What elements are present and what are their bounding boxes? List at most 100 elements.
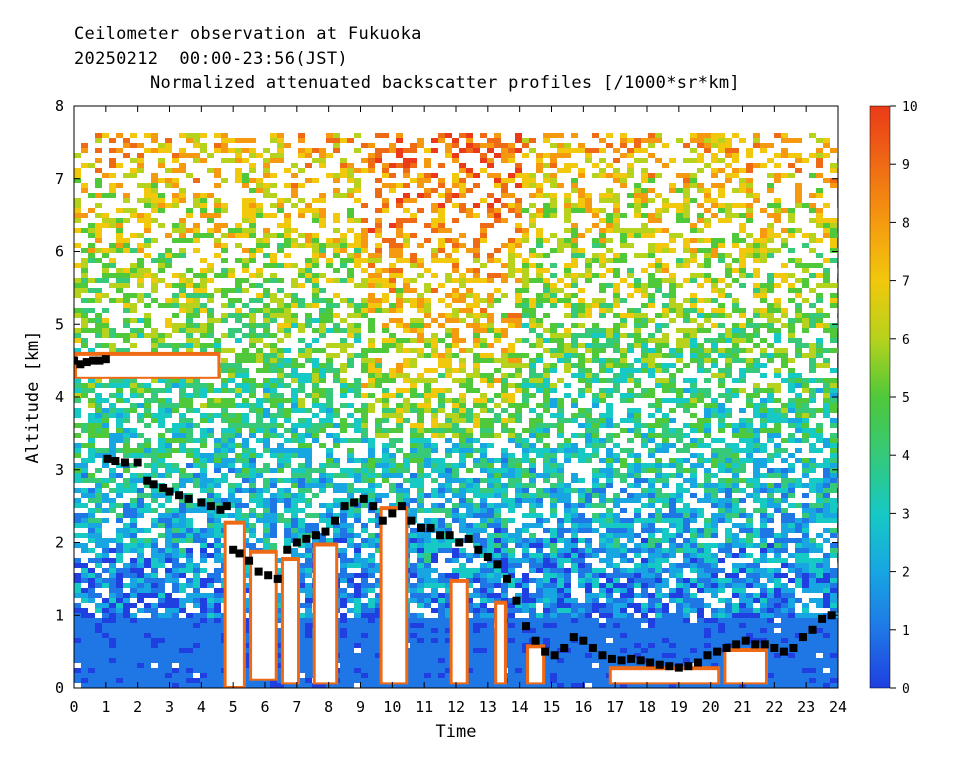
heat-cell <box>305 548 312 553</box>
heat-cell <box>578 563 585 568</box>
heat-cell <box>410 428 417 433</box>
heat-cell <box>466 508 473 513</box>
heat-cell <box>690 473 697 478</box>
heat-cell <box>214 678 221 683</box>
heat-cell <box>550 503 557 508</box>
heat-cell <box>802 518 809 523</box>
heat-cell <box>123 468 130 473</box>
heat-cell <box>739 553 746 558</box>
heat-cell <box>312 433 319 438</box>
heat-cell <box>81 428 88 433</box>
heat-cell <box>739 613 746 618</box>
heat-cell <box>809 563 816 568</box>
heat-cell <box>116 628 123 633</box>
heat-cell <box>508 453 515 458</box>
heat-cell <box>207 573 214 578</box>
heat-cell <box>557 533 564 538</box>
heat-cell <box>375 563 382 568</box>
heat-cell <box>158 493 165 498</box>
heat-cell <box>781 658 788 663</box>
heat-cell <box>641 613 648 618</box>
heat-cell <box>662 628 669 633</box>
heat-cell <box>788 518 795 523</box>
heat-cell <box>830 513 837 518</box>
heat-cell <box>613 518 620 523</box>
heat-cell <box>291 523 298 528</box>
heat-cell <box>305 423 312 428</box>
heat-cell <box>795 503 802 508</box>
heat-cell <box>228 503 235 508</box>
heat-cell <box>641 648 648 653</box>
heat-cell <box>207 498 214 503</box>
heat-cell <box>361 573 368 578</box>
heat-cell <box>340 568 347 573</box>
heat-cell <box>578 413 585 418</box>
heat-cell <box>417 448 424 453</box>
heat-cell <box>578 668 585 673</box>
heat-cell <box>207 478 214 483</box>
heat-cell <box>592 683 599 688</box>
heat-cell <box>753 623 760 628</box>
heat-cell <box>592 638 599 643</box>
heat-cell <box>284 543 291 548</box>
heat-cell <box>697 553 704 558</box>
heat-cell <box>354 618 361 623</box>
heat-cell <box>557 403 564 408</box>
heat-cell <box>298 553 305 558</box>
heat-cell <box>760 538 767 543</box>
heat-cell <box>151 583 158 588</box>
heat-cell <box>179 563 186 568</box>
heat-cell <box>501 493 508 498</box>
heat-cell <box>424 573 431 578</box>
heat-cell <box>361 488 368 493</box>
heat-cell <box>760 608 767 613</box>
heat-cell <box>473 653 480 658</box>
heat-cell <box>389 408 396 413</box>
heat-cell <box>550 603 557 608</box>
heat-cell <box>739 433 746 438</box>
heat-cell <box>641 618 648 623</box>
heat-cell <box>417 413 424 418</box>
heat-cell <box>431 638 438 643</box>
heat-cell <box>648 553 655 558</box>
heat-cell <box>641 633 648 638</box>
heat-cell <box>767 678 774 683</box>
heat-cell <box>81 473 88 478</box>
heat-cell <box>809 468 816 473</box>
heat-cell <box>347 543 354 548</box>
heat-cell <box>312 413 319 418</box>
heat-cell <box>74 463 81 468</box>
heat-cell <box>375 423 382 428</box>
heat-cell <box>452 398 459 403</box>
heat-cell <box>200 553 207 558</box>
heat-cell <box>725 613 732 618</box>
heat-cell <box>697 608 704 613</box>
heat-cell <box>732 478 739 483</box>
heat-cell <box>284 518 291 523</box>
heat-cell <box>116 608 123 613</box>
heat-cell <box>95 408 102 413</box>
heat-cell <box>704 563 711 568</box>
heat-cell <box>774 433 781 438</box>
heat-cell <box>186 618 193 623</box>
heat-cell <box>795 518 802 523</box>
heat-cell <box>816 658 823 663</box>
heat-cell <box>662 553 669 558</box>
heat-cell <box>452 508 459 513</box>
heat-cell <box>592 528 599 533</box>
heat-cell <box>382 463 389 468</box>
heat-cell <box>550 568 557 573</box>
heat-cell <box>746 518 753 523</box>
heat-cell <box>550 558 557 563</box>
heat-cell <box>522 498 529 503</box>
heat-cell <box>137 648 144 653</box>
heat-cell <box>508 623 515 628</box>
heat-cell <box>88 558 95 563</box>
heat-cell <box>319 518 326 523</box>
heat-cell <box>543 448 550 453</box>
heat-cell <box>662 493 669 498</box>
heat-cell <box>403 453 410 458</box>
heat-cell <box>746 623 753 628</box>
heat-cell <box>515 583 522 588</box>
heat-cell <box>123 533 130 538</box>
